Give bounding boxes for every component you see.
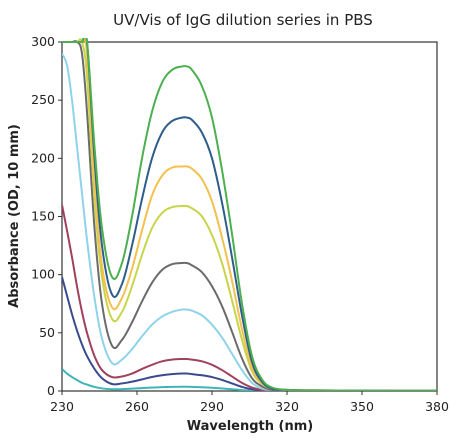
y-tick-label: 250 <box>31 92 55 107</box>
y-tick-label: 100 <box>31 267 55 282</box>
x-tick-label: 320 <box>275 399 299 414</box>
y-axis-label: Absorbance (OD, 10 mm) <box>7 124 22 308</box>
series-line-3 <box>62 38 437 391</box>
plot-frame <box>61 41 438 392</box>
y-tick-label: 300 <box>31 34 55 49</box>
series-line-1 <box>62 38 437 391</box>
y-tick-label: 0 <box>47 383 55 398</box>
y-tick-label: 200 <box>31 150 55 165</box>
series-line-6 <box>62 53 437 391</box>
series-line-2 <box>62 38 437 391</box>
series-group <box>62 38 437 391</box>
y-tick-label: 150 <box>31 209 55 224</box>
chart-title: UV/Vis of IgG dilution series in PBS <box>113 11 373 29</box>
x-tick-label: 230 <box>50 399 74 414</box>
y-tick-label: 50 <box>39 325 55 340</box>
x-tick-label: 350 <box>350 399 374 414</box>
x-axis-label: Wavelength (nm) <box>187 419 313 434</box>
x-axis: 230 260 290 320 350 380 <box>50 391 449 414</box>
y-axis: 0 50 100 150 200 250 300 <box>31 34 62 398</box>
plot-area <box>61 41 438 392</box>
series-line-5 <box>62 40 437 391</box>
x-tick-label: 380 <box>425 399 449 414</box>
series-line-4 <box>62 38 437 391</box>
x-tick-label: 260 <box>125 399 149 414</box>
x-tick-label: 290 <box>200 399 224 414</box>
